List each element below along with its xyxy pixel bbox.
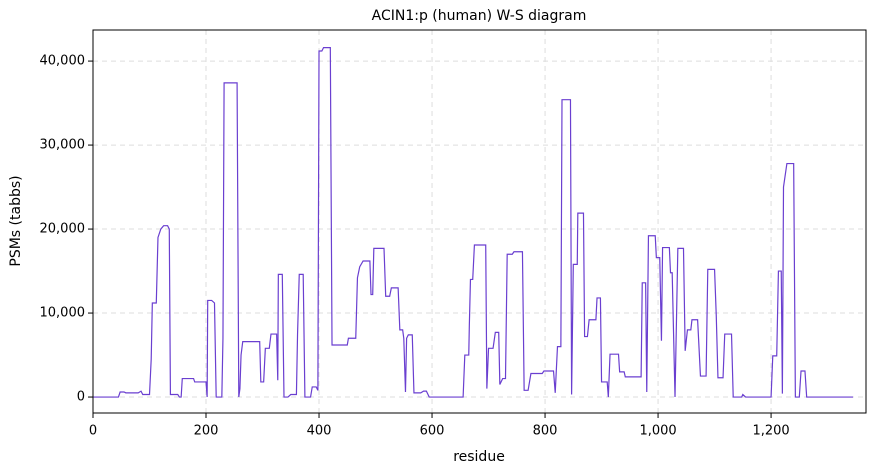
- chart-title: ACIN1:p (human) W-S diagram: [372, 8, 587, 24]
- x-tick-label: 600: [420, 424, 445, 439]
- y-axis-label: PSMs (tabbs): [8, 175, 24, 266]
- y-tick-label: 40,000: [40, 54, 86, 69]
- x-tick-label: 200: [194, 424, 219, 439]
- y-tick-label: 20,000: [40, 222, 86, 237]
- x-tick-label: 800: [533, 424, 558, 439]
- x-tick-label: 1,200: [752, 424, 789, 439]
- x-tick-label: 1,000: [639, 424, 676, 439]
- y-tick-label: 30,000: [40, 138, 86, 153]
- x-axis-label: residue: [453, 449, 505, 465]
- data-line: [93, 47, 853, 398]
- y-tick-label: 0: [77, 390, 85, 405]
- x-tick-label: 400: [307, 424, 332, 439]
- y-tick-label: 10,000: [40, 306, 86, 321]
- x-tick-label: 0: [89, 424, 97, 439]
- plot-frame: [92, 29, 867, 414]
